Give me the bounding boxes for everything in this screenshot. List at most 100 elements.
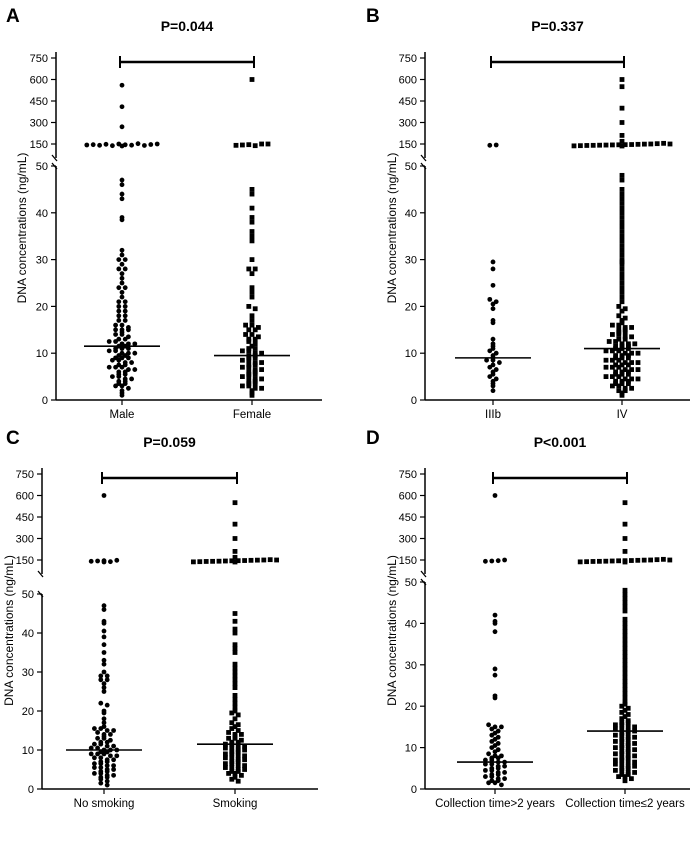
data-point — [242, 743, 247, 749]
data-point — [246, 142, 252, 148]
data-point — [622, 674, 628, 680]
data-point — [619, 371, 625, 377]
data-point — [622, 707, 628, 713]
data-point — [622, 142, 628, 148]
data-point — [622, 670, 628, 676]
data-point — [597, 558, 602, 564]
data-point — [613, 767, 618, 773]
data-point — [232, 681, 238, 687]
data-point — [622, 616, 628, 622]
data-point — [619, 722, 625, 728]
data-point — [116, 357, 122, 363]
data-point — [232, 693, 238, 698]
data-point — [119, 191, 125, 197]
data-point — [119, 364, 125, 370]
data-point — [229, 720, 235, 726]
data-point — [113, 348, 118, 354]
data-point — [603, 142, 609, 148]
data-point — [235, 712, 241, 718]
data-point — [113, 327, 118, 333]
data-point — [232, 646, 238, 651]
data-point — [246, 266, 252, 272]
data-point — [619, 703, 625, 709]
data-point — [629, 376, 634, 382]
x-category-label: IIIb — [485, 409, 501, 421]
data-point — [101, 493, 107, 498]
data-point — [613, 355, 618, 361]
data-point — [116, 257, 122, 262]
data-point — [629, 360, 634, 365]
data-point — [101, 628, 107, 634]
data-point — [622, 388, 628, 394]
data-point — [490, 306, 496, 312]
data-point — [619, 247, 625, 253]
data-point — [622, 637, 628, 643]
data-point — [619, 751, 625, 757]
data-point — [235, 743, 241, 749]
y-tick-label: 10 — [22, 745, 34, 757]
data-point — [629, 558, 634, 563]
data-point — [487, 296, 493, 302]
data-point — [88, 751, 94, 757]
data-point — [240, 357, 245, 363]
data-point — [110, 143, 115, 149]
data-point — [613, 339, 618, 344]
y-tick-label: 300 — [30, 118, 48, 130]
data-point — [492, 749, 498, 755]
data-point — [232, 549, 238, 554]
data-point — [249, 77, 255, 82]
data-point — [116, 313, 122, 319]
data-point — [490, 357, 496, 363]
data-point — [101, 650, 107, 655]
data-point — [490, 388, 496, 394]
data-point — [98, 776, 104, 782]
data-point — [119, 247, 125, 253]
data-point — [590, 142, 596, 148]
data-point — [622, 587, 628, 593]
data-point — [122, 336, 128, 342]
data-point — [483, 767, 488, 773]
data-point — [235, 749, 241, 755]
data-point — [232, 521, 238, 527]
data-point — [622, 350, 628, 356]
y-tick-label: 450 — [399, 96, 417, 108]
data-point — [235, 753, 241, 759]
data-point — [622, 592, 628, 597]
data-point — [226, 735, 231, 741]
data-point — [119, 261, 125, 267]
axis-break-mark — [37, 570, 44, 578]
data-point — [249, 233, 255, 239]
data-point — [622, 559, 628, 565]
data-point — [255, 557, 260, 563]
data-point — [249, 215, 255, 220]
data-point — [641, 557, 647, 563]
data-point — [629, 334, 634, 340]
data-point — [648, 557, 653, 563]
data-point — [239, 737, 244, 743]
data-point — [499, 782, 504, 788]
y-tick-label: 50 — [22, 589, 34, 601]
data-point — [622, 641, 628, 647]
data-point — [619, 757, 625, 763]
data-point — [235, 763, 241, 768]
data-point — [625, 743, 631, 748]
y-tick-label: 450 — [30, 96, 48, 108]
y-tick-label: 10 — [405, 743, 417, 755]
data-point — [490, 383, 496, 389]
data-point — [619, 289, 625, 295]
data-point — [246, 327, 252, 333]
data-point — [622, 678, 628, 684]
data-point — [232, 700, 238, 706]
data-point — [661, 556, 666, 562]
data-point — [252, 327, 258, 333]
data-point — [119, 322, 125, 328]
data-point — [489, 761, 495, 767]
data-point — [613, 738, 618, 744]
data-point — [578, 143, 583, 149]
panel-label: A — [6, 6, 20, 27]
data-point — [489, 774, 495, 779]
y-tick-label: 20 — [36, 301, 48, 313]
y-tick-label: 0 — [411, 784, 417, 796]
data-point — [619, 252, 625, 258]
data-point — [92, 765, 97, 770]
